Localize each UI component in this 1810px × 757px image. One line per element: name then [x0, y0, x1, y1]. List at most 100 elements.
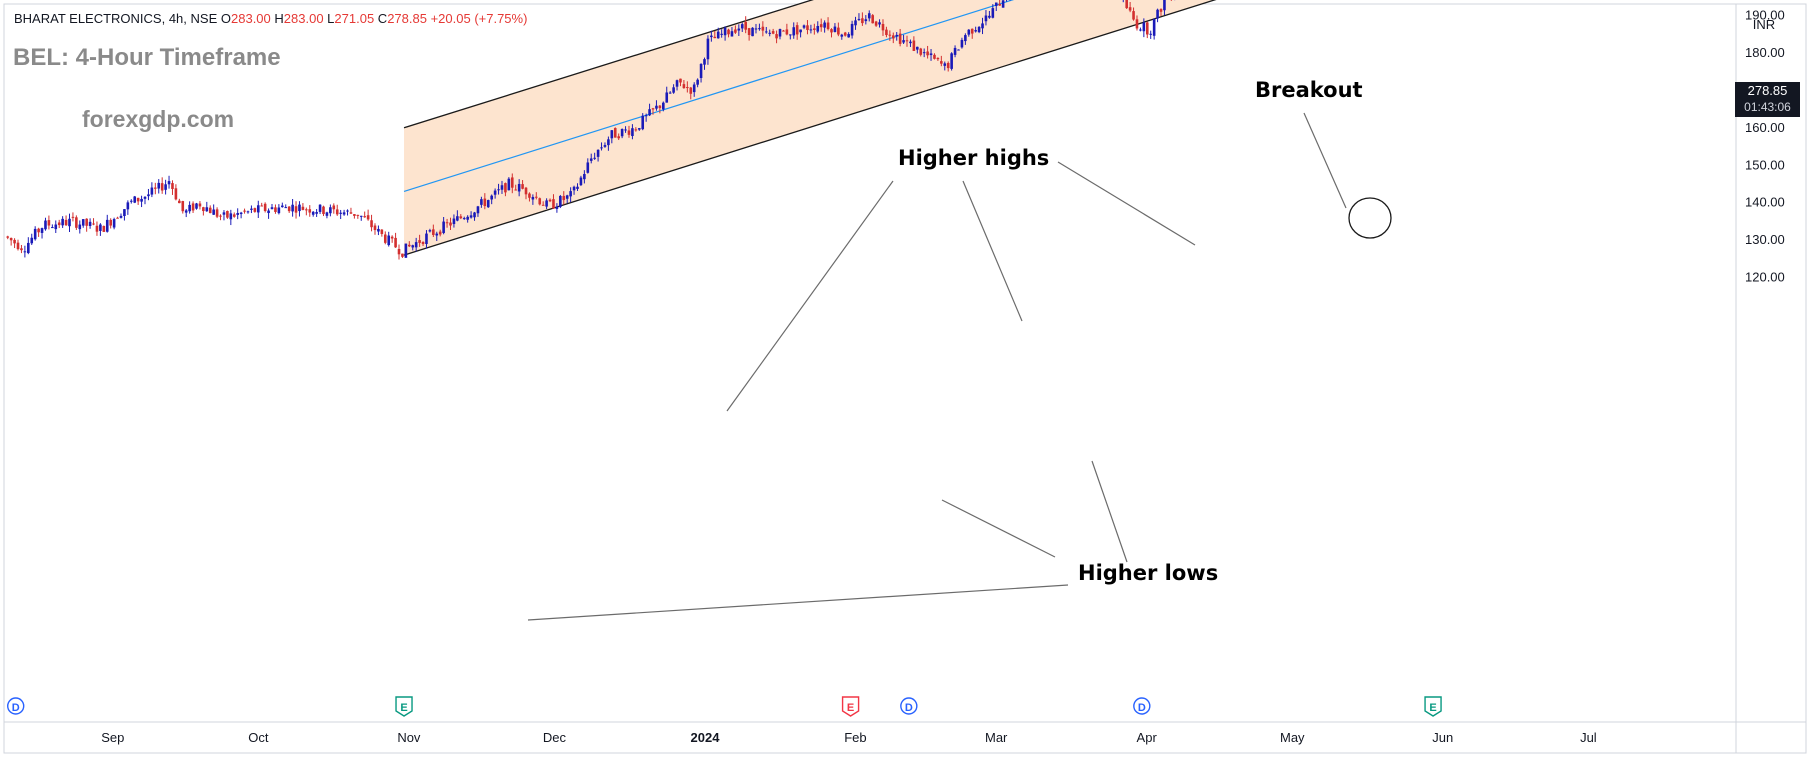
candle-body	[624, 129, 627, 131]
candle-body	[1163, 0, 1166, 11]
candle-body	[373, 225, 377, 231]
candle-body	[305, 209, 308, 211]
candle-body	[572, 186, 576, 191]
event-badge-e[interactable]: E	[395, 696, 413, 717]
candle-body	[408, 244, 411, 247]
candle-body	[490, 195, 493, 200]
candle-body	[222, 212, 226, 215]
last-price-tag: 278.85 01:43:06	[1735, 82, 1800, 117]
open-label: O	[220, 11, 231, 26]
time-tick-label: Dec	[543, 730, 567, 745]
candle-body	[9, 237, 13, 241]
candle-body	[716, 31, 720, 39]
candle-body	[236, 213, 239, 215]
candle-body	[950, 53, 953, 69]
candle-body	[452, 218, 456, 225]
candle-body	[27, 242, 30, 254]
candle-body	[219, 215, 222, 217]
time-tick-label: Mar	[985, 730, 1008, 745]
candle-body	[64, 219, 68, 226]
event-badge-e[interactable]: E	[1424, 696, 1442, 717]
candle-body	[583, 174, 586, 180]
candle-body	[864, 19, 868, 22]
candle-body	[1128, 7, 1132, 11]
candle-body	[191, 203, 195, 211]
currency-label[interactable]: INR	[1752, 17, 1776, 32]
candle-body	[991, 8, 995, 18]
candle-body	[99, 224, 102, 231]
candle-body	[332, 205, 336, 210]
channel-lower-line[interactable]	[403, 0, 1724, 256]
watermark: forexgdp.com	[82, 106, 235, 132]
channel-upper-line[interactable]	[403, 0, 1724, 129]
candle-body	[311, 211, 315, 215]
candle-body	[943, 63, 947, 66]
candle-body	[102, 226, 106, 232]
candle-body	[325, 212, 329, 216]
event-badge-e[interactable]: E	[841, 696, 860, 717]
close-value: 278.85	[387, 11, 427, 26]
svg-text:E: E	[400, 702, 407, 714]
candle-body	[970, 28, 974, 34]
time-axis-ticks: Sep Oct Nov Dec 2024 Feb Mar Apr May Jun Jul	[101, 730, 1597, 745]
candle-body	[16, 242, 20, 250]
candle-body	[387, 235, 391, 246]
candle-body	[727, 29, 730, 35]
candle-body	[486, 200, 490, 208]
candle-body	[559, 195, 562, 207]
candle-body	[850, 23, 854, 36]
candle-body	[974, 30, 977, 32]
candle-body	[665, 92, 669, 103]
candle-body	[164, 184, 167, 190]
event-badge-d[interactable]: D	[900, 697, 918, 715]
candle-body	[977, 26, 981, 33]
candle-body	[143, 196, 147, 199]
candle-body	[524, 187, 528, 195]
candle-body	[129, 200, 133, 202]
time-tick-label: Nov	[397, 730, 421, 745]
candle-body	[984, 15, 988, 22]
candle-body	[802, 25, 806, 28]
candle-body	[480, 199, 483, 205]
candle-body	[562, 195, 566, 201]
candle-body	[1159, 9, 1163, 12]
svg-text:E: E	[1429, 702, 1436, 714]
candle-body	[857, 18, 861, 20]
candle-body	[792, 27, 796, 36]
candle-body	[294, 206, 298, 213]
higher-lows-pointer-1	[941, 499, 1056, 558]
event-badge-d[interactable]: D	[1133, 697, 1151, 715]
candle-body	[579, 177, 583, 186]
candle-body	[637, 128, 641, 130]
candle-body	[493, 190, 497, 195]
candle-body	[390, 236, 394, 239]
candle-body	[840, 34, 844, 37]
candle-body	[353, 214, 356, 216]
candle-body	[112, 219, 116, 228]
candle-body	[44, 220, 47, 230]
candle-body	[54, 224, 58, 230]
candle-body	[469, 215, 473, 218]
candle-body	[270, 207, 274, 210]
candle-body	[668, 92, 672, 94]
annotation-higher-lows: Higher lows	[1078, 561, 1219, 585]
candle-body	[377, 228, 380, 232]
higher-highs-pointer-1	[726, 180, 894, 412]
time-tick-label: Jun	[1432, 730, 1453, 745]
candle-body	[308, 209, 312, 213]
event-badge-d[interactable]: D	[7, 697, 25, 715]
price-tick-label: 160.00	[1745, 120, 1785, 135]
candle-body	[514, 189, 518, 191]
time-tick-label: Apr	[1137, 730, 1158, 745]
candle-body	[208, 207, 212, 214]
candle-body	[51, 227, 54, 229]
candle-body	[823, 22, 826, 28]
candle-body	[232, 214, 236, 217]
channel-midline[interactable]	[403, 0, 1724, 193]
candle-body	[346, 210, 349, 212]
candle-body	[953, 47, 957, 55]
candle-body	[541, 204, 545, 206]
candle-body	[195, 203, 198, 209]
